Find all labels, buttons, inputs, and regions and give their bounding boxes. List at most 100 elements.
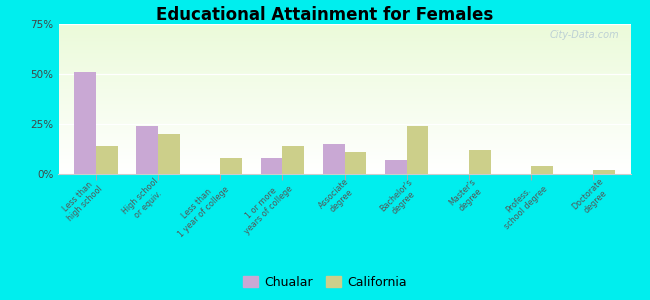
Bar [58, 139, 630, 140]
Bar [58, 132, 630, 133]
Bar [58, 58, 630, 59]
Bar [58, 114, 630, 115]
Bar [58, 81, 630, 82]
Bar [58, 131, 630, 132]
Bar [58, 78, 630, 79]
Bar [58, 85, 630, 86]
Bar [58, 80, 630, 81]
Bar [58, 79, 630, 80]
Legend: Chualar, California: Chualar, California [239, 271, 411, 294]
Text: Educational Attainment for Females: Educational Attainment for Females [157, 6, 493, 24]
Bar [58, 104, 630, 105]
Bar [58, 28, 630, 29]
Bar [58, 82, 630, 83]
Bar [58, 125, 630, 126]
Bar [58, 155, 630, 156]
Bar [58, 101, 630, 102]
Bar [58, 151, 630, 152]
Bar [58, 148, 630, 149]
Bar [58, 112, 630, 113]
Bar [58, 55, 630, 56]
Bar [58, 143, 630, 144]
Bar [58, 42, 630, 43]
Bar [58, 99, 630, 100]
Bar [58, 144, 630, 145]
Bar [136, 126, 158, 174]
Bar [58, 31, 630, 32]
Bar [58, 64, 630, 65]
Bar [282, 146, 304, 174]
Bar [58, 65, 630, 66]
Bar [58, 141, 630, 142]
Bar [58, 60, 630, 61]
Bar [58, 120, 630, 121]
Bar [58, 156, 630, 157]
Text: City-Data.com: City-Data.com [549, 30, 619, 40]
Bar [58, 158, 630, 159]
Bar [58, 100, 630, 101]
Text: Master's
degree: Master's degree [448, 177, 486, 214]
Bar [58, 159, 630, 160]
Bar [58, 89, 630, 90]
Bar [58, 163, 630, 164]
Bar [385, 160, 407, 174]
Bar [58, 115, 630, 116]
Bar [58, 167, 630, 168]
Bar [58, 129, 630, 130]
Text: Less than
1 year of college: Less than 1 year of college [170, 177, 231, 239]
Bar [58, 165, 630, 166]
Bar [58, 52, 630, 53]
Bar [58, 51, 630, 52]
Bar [58, 67, 630, 68]
Text: Associate
degree: Associate degree [317, 177, 358, 218]
Bar [58, 109, 630, 110]
Bar [58, 59, 630, 60]
Bar [58, 118, 630, 119]
Bar [58, 50, 630, 51]
Bar [531, 166, 552, 174]
Bar [58, 154, 630, 155]
Bar [58, 86, 630, 87]
Bar [58, 74, 630, 75]
Bar [58, 53, 630, 54]
Bar [58, 98, 630, 99]
Bar [58, 171, 630, 172]
Bar [58, 33, 630, 34]
Text: Profess.
school degree: Profess. school degree [495, 177, 549, 231]
Bar [58, 44, 630, 45]
Bar [58, 37, 630, 38]
Bar [58, 133, 630, 134]
Bar [220, 158, 242, 174]
Bar [58, 27, 630, 28]
Bar [58, 87, 630, 88]
Bar [58, 88, 630, 89]
Bar [344, 152, 366, 174]
Bar [58, 152, 630, 153]
Bar [58, 105, 630, 106]
Bar [58, 73, 630, 74]
Bar [58, 173, 630, 174]
Bar [58, 149, 630, 150]
Bar [58, 49, 630, 50]
Text: Bachelor's
degree: Bachelor's degree [378, 177, 422, 220]
Bar [58, 95, 630, 96]
Bar [58, 66, 630, 67]
Bar [58, 77, 630, 78]
Bar [58, 162, 630, 163]
Bar [58, 61, 630, 62]
Bar [58, 100, 630, 101]
Bar [58, 71, 630, 72]
Bar [58, 117, 630, 118]
Bar [58, 92, 630, 93]
Bar [58, 68, 630, 69]
Bar [58, 82, 630, 83]
Bar [58, 108, 630, 109]
Bar [58, 110, 630, 111]
Bar [58, 160, 630, 161]
Text: 1 or more
years of college: 1 or more years of college [235, 177, 294, 236]
Bar [58, 145, 630, 146]
Bar [58, 102, 630, 103]
Bar [58, 29, 630, 30]
Bar [58, 157, 630, 158]
Bar [58, 54, 630, 55]
